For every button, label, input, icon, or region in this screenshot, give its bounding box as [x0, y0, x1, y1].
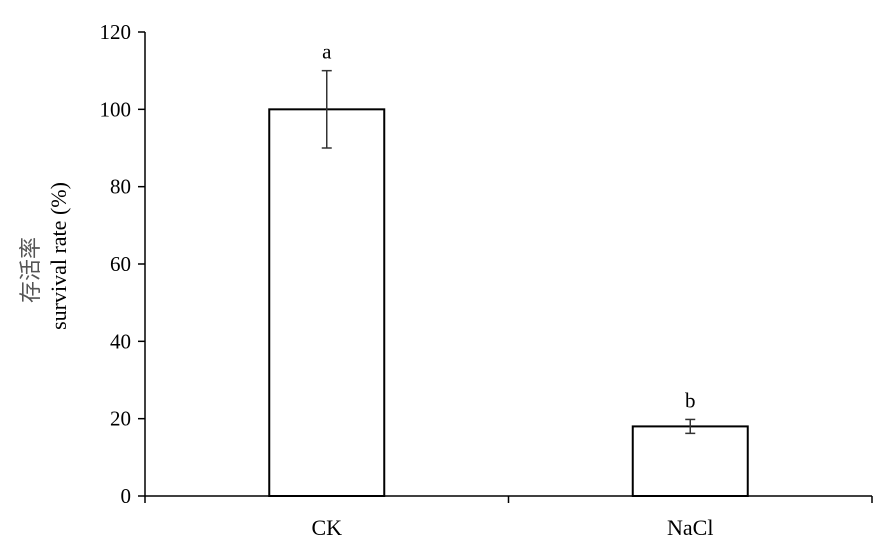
x-ticks [144, 496, 873, 503]
y-tick-label: 60 [110, 252, 131, 276]
bar-ck [268, 108, 386, 497]
y-tick-label: 20 [110, 407, 131, 431]
category-label: NaCl [667, 515, 713, 540]
significance-label: b [685, 388, 696, 412]
y-tick-label: 40 [110, 329, 131, 353]
y-axis-label-chinese: 存活率 [18, 237, 43, 303]
y-axis-label: 存活率 survival rate (%) [18, 182, 71, 330]
y-axis-label-english: survival rate (%) [46, 182, 71, 330]
y-tick-label: 120 [100, 20, 132, 44]
category-label: CK [311, 515, 342, 540]
y-tick-label: 100 [100, 97, 132, 121]
y-tick-label: 0 [121, 484, 132, 508]
bars: a CK b NaCl [268, 40, 749, 540]
axes [144, 32, 872, 497]
y-ticks: 0 20 40 60 80 100 120 [100, 20, 145, 508]
y-tick-label: 80 [110, 175, 131, 199]
significance-label: a [322, 40, 332, 64]
bar-nacl [631, 425, 749, 497]
